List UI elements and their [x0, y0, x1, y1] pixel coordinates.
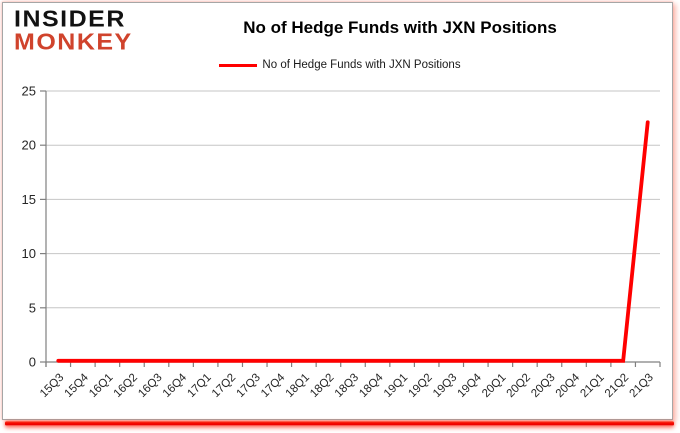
- x-axis-label: 21Q3: [627, 372, 655, 400]
- x-axis-label: 17Q3: [234, 372, 262, 400]
- y-axis-label: 5: [29, 300, 36, 315]
- x-axis-label: 20Q3: [529, 372, 557, 400]
- x-axis-label: 21Q2: [603, 372, 631, 400]
- x-axis-label: 20Q1: [480, 372, 508, 400]
- y-axis-label: 10: [22, 246, 36, 261]
- x-axis-label: 17Q1: [185, 372, 213, 400]
- x-axis-label: 18Q4: [357, 371, 386, 400]
- y-axis-label: 15: [22, 192, 36, 207]
- x-axis-label: 16Q3: [136, 372, 164, 400]
- x-axis-label: 15Q4: [63, 371, 92, 400]
- x-axis-label: 17Q2: [210, 372, 238, 400]
- y-axis-label: 0: [29, 355, 36, 370]
- x-axis-label: 19Q4: [456, 371, 485, 400]
- chart-frame-border: [2, 2, 673, 420]
- x-axis-label: 16Q2: [112, 372, 140, 400]
- logo-word-insider: INSIDER: [14, 6, 126, 32]
- bottom-accent-bar: [5, 421, 674, 426]
- legend: No of Hedge Funds with JXN Positions: [0, 57, 680, 73]
- x-axis-label: 19Q1: [382, 372, 410, 400]
- x-axis-label: 16Q4: [161, 371, 190, 400]
- x-axis-label: 20Q4: [554, 371, 583, 400]
- x-axis-label: 20Q2: [505, 372, 533, 400]
- x-axis-label: 17Q4: [259, 371, 288, 400]
- x-axis-label: 19Q2: [406, 372, 434, 400]
- x-axis-label: 18Q2: [308, 372, 336, 400]
- x-axis-label: 18Q1: [284, 372, 312, 400]
- legend-label: No of Hedge Funds with JXN Positions: [262, 59, 461, 71]
- legend-line-swatch-icon: [219, 63, 258, 67]
- x-axis-label: 18Q3: [333, 372, 361, 400]
- y-axis-label: 20: [22, 138, 36, 153]
- logo-word-monkey: MONKEY: [14, 29, 133, 55]
- chart-title: No of Hedge Funds with JXN Positions: [243, 18, 557, 37]
- x-axis-label: 16Q1: [87, 372, 115, 400]
- x-axis-label: 15Q3: [38, 372, 66, 400]
- y-axis-label: 25: [22, 84, 36, 99]
- x-axis-label: 21Q1: [578, 372, 606, 400]
- insider-monkey-logo: INSIDER MONKEY: [14, 8, 133, 54]
- x-axis-label: 19Q3: [431, 372, 459, 400]
- series-line: [56, 120, 650, 363]
